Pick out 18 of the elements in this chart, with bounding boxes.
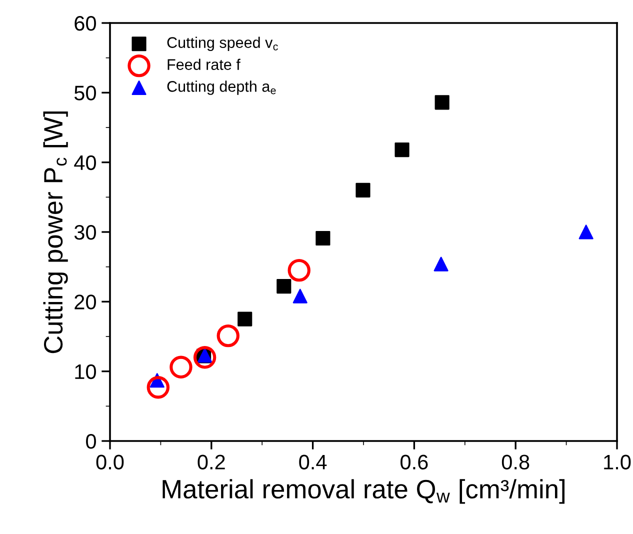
x-axis-title: Material removal rate Q$_{w}$ [cm³/min]	[162, 479, 564, 504]
x-tick-label: 0.2	[198, 454, 225, 470]
x-tick-label: 0.0	[96, 454, 124, 470]
x-tick-label: 0.4	[299, 454, 327, 470]
y-tick-label: 10	[75, 364, 96, 380]
y-tick-label: 30	[74, 225, 96, 240]
y-tick-label: 20	[74, 294, 96, 310]
y-tick-label: 40	[74, 155, 96, 170]
x-tick-label: 0.8	[502, 454, 530, 470]
legend-label: Cutting depth a$_{e}$	[167, 80, 276, 95]
y-tick-label: 60	[74, 16, 96, 31]
legend-label: Feed rate f	[168, 58, 240, 70]
y-tick-label: 0	[86, 434, 96, 449]
x-tick-label: 0.6	[400, 454, 428, 470]
legend-label: Cutting speed v$_{c}$	[167, 36, 278, 51]
y-axis-title: Cutting power P$_{c}$ [W]	[43, 111, 68, 354]
y-tick-label: 50	[74, 86, 96, 100]
x-tick-label: 1.0	[604, 454, 631, 470]
